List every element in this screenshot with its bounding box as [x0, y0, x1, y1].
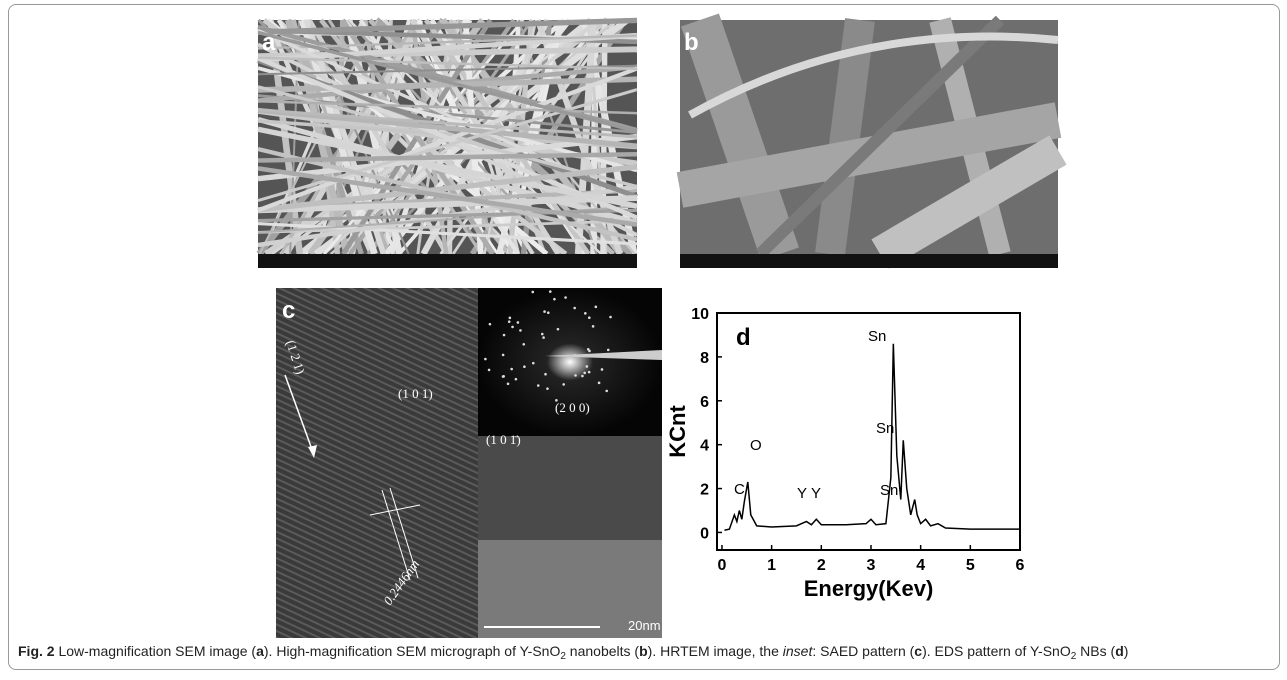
caption-text: d — [1115, 643, 1124, 659]
x-tick-label: 4 — [916, 557, 925, 574]
caption-text: b — [639, 643, 648, 659]
diffraction-spot — [581, 375, 584, 378]
diffraction-spot — [544, 373, 547, 376]
caption-text: nanobelts ( — [566, 643, 639, 659]
saed-label: (2 0 0) — [555, 400, 590, 415]
diffraction-spot — [502, 375, 505, 378]
diffraction-spot — [488, 369, 491, 372]
diffraction-spot — [584, 312, 587, 315]
diffraction-spot — [537, 384, 540, 387]
peak-label: Sn — [868, 328, 886, 345]
x-tick-label: 5 — [966, 557, 975, 574]
y-tick-label: 10 — [691, 306, 709, 323]
diffraction-spot — [541, 333, 544, 336]
diffraction-spot — [595, 306, 598, 309]
diffraction-spot — [489, 323, 492, 326]
diffraction-spot — [531, 291, 534, 294]
caption-text: a — [256, 643, 264, 659]
diffraction-spot — [574, 374, 577, 377]
x-tick-label: 1 — [767, 557, 776, 574]
panel-label: c — [282, 297, 295, 324]
caption-text: ) — [1124, 643, 1129, 659]
peak-label: Sn — [876, 420, 894, 437]
info-bar — [680, 254, 1058, 268]
figure-caption: Fig. 2 Low-magnification SEM image (a). … — [18, 642, 1278, 666]
diffraction-spot — [588, 371, 591, 374]
diffraction-spot — [517, 321, 520, 324]
diffraction-spot — [564, 296, 567, 299]
diffraction-spot — [519, 329, 522, 332]
panel-label: b — [684, 29, 699, 56]
diffraction-spot — [484, 358, 487, 361]
x-tick-label: 3 — [867, 557, 876, 574]
page: abcd(1 2 1)0.2446nm(1 0 1)(2 0 0)(1 0 1̄… — [0, 0, 1287, 680]
diffraction-spot — [503, 334, 506, 337]
diffraction-spot — [542, 336, 545, 339]
caption-text: ). High-magnification SEM micrograph of … — [264, 643, 560, 659]
caption-text: ). EDS pattern of Y-SnO — [922, 643, 1071, 659]
peak-label: O — [750, 437, 762, 454]
caption-text: NBs ( — [1076, 643, 1115, 659]
x-axis-label: Energy(Kev) — [804, 576, 934, 601]
y-tick-label: 8 — [700, 350, 709, 367]
diffraction-spot — [532, 362, 535, 365]
info-bar — [258, 254, 637, 268]
y-axis-label: KCnt — [665, 405, 690, 458]
caption-text: Fig. 2 — [18, 643, 55, 659]
diffraction-spot — [557, 328, 560, 331]
panel-label: d — [736, 324, 751, 351]
caption-text: ). HRTEM image, the — [648, 643, 783, 659]
diffraction-spot — [588, 316, 591, 319]
caption-text: Low-magnification SEM image ( — [55, 643, 257, 659]
diffraction-spot — [607, 349, 610, 352]
x-tick-label: 2 — [817, 557, 826, 574]
caption-text: : SAED pattern ( — [812, 643, 914, 659]
plot-frame — [717, 313, 1020, 550]
diffraction-spot — [586, 365, 589, 368]
diffraction-spot — [573, 307, 576, 310]
saed-label: (1 0 1) — [398, 386, 433, 401]
diffraction-spot — [511, 326, 514, 329]
diffraction-spot — [522, 343, 525, 346]
diffraction-spot — [562, 383, 565, 386]
peak-label: Sn — [880, 482, 898, 499]
diffraction-spot — [605, 390, 608, 393]
diffraction-spot — [510, 368, 513, 371]
caption-text: inset — [783, 643, 813, 659]
diffraction-spot — [546, 387, 549, 390]
diffraction-spot — [523, 365, 526, 368]
y-tick-label: 6 — [700, 394, 709, 411]
diffraction-spot — [601, 368, 604, 371]
diffraction-spot — [509, 317, 512, 320]
x-tick-label: 6 — [1016, 557, 1025, 574]
diffraction-spot — [598, 382, 601, 385]
diffraction-spot — [549, 290, 552, 293]
diffraction-spot — [553, 298, 556, 301]
diffraction-spot — [507, 382, 510, 385]
diffraction-spot — [543, 310, 546, 313]
diffraction-spot — [502, 354, 505, 357]
y-tick-label: 0 — [700, 525, 709, 542]
peak-label: Y — [797, 485, 807, 502]
diffraction-spot — [515, 378, 518, 381]
panel-label: a — [262, 29, 276, 56]
peak-label: Y — [811, 485, 821, 502]
saed-label: (1 0 1̄) — [486, 432, 521, 447]
spectrum-line — [724, 344, 1020, 531]
y-tick-label: 2 — [700, 482, 709, 499]
caption-text: c — [914, 643, 922, 659]
diffraction-spot — [583, 372, 586, 375]
diffraction-spot — [592, 325, 595, 328]
diffraction-spot — [547, 311, 550, 314]
diffraction-spot — [588, 350, 591, 353]
x-tick-label: 0 — [718, 557, 727, 574]
scale-label: 20nm — [628, 618, 661, 633]
peak-label: C — [734, 481, 745, 498]
diffraction-spot — [508, 320, 511, 323]
y-tick-label: 4 — [700, 438, 709, 455]
diffraction-spot — [609, 316, 612, 319]
